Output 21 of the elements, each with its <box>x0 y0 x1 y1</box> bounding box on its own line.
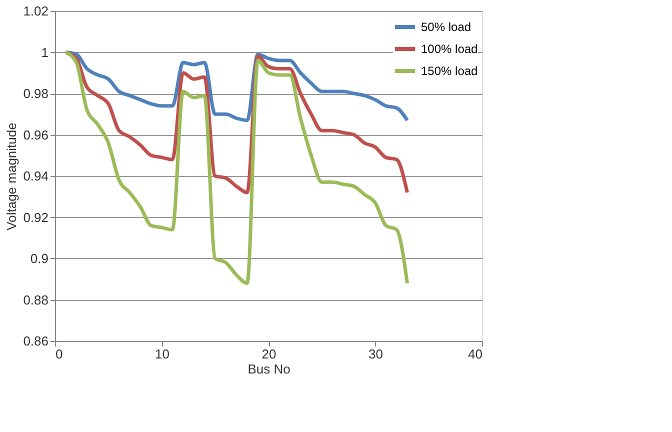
legend-label: 150% load <box>421 64 478 78</box>
y-tick-label: 0.88 <box>23 292 48 308</box>
legend-label: 50% load <box>421 20 472 34</box>
y-tick-label: 1 <box>41 44 48 60</box>
y-tick-label: 0.92 <box>23 210 48 225</box>
y-tick-label: 0.86 <box>23 334 48 348</box>
y-tick-label: 0.9 <box>30 251 48 266</box>
x-tick-label: 0 <box>56 346 63 362</box>
y-tick-label: 0.98 <box>23 86 48 101</box>
y-tick-label: 1.02 <box>23 4 48 18</box>
x-axis-title: Bus No <box>248 362 290 376</box>
y-axis-title: Voltage magnitude <box>4 122 20 230</box>
x-tick-label: 40 <box>468 346 482 362</box>
line-series <box>64 50 410 122</box>
y-tick-label: 0.96 <box>23 127 48 142</box>
line-series <box>64 50 410 285</box>
y-tick-label: 0.94 <box>23 168 48 184</box>
legend-label: 100% load <box>421 42 478 56</box>
x-tick-label: 10 <box>155 346 170 362</box>
x-tick-label: 20 <box>262 346 276 362</box>
x-tick-label: 30 <box>368 346 383 362</box>
